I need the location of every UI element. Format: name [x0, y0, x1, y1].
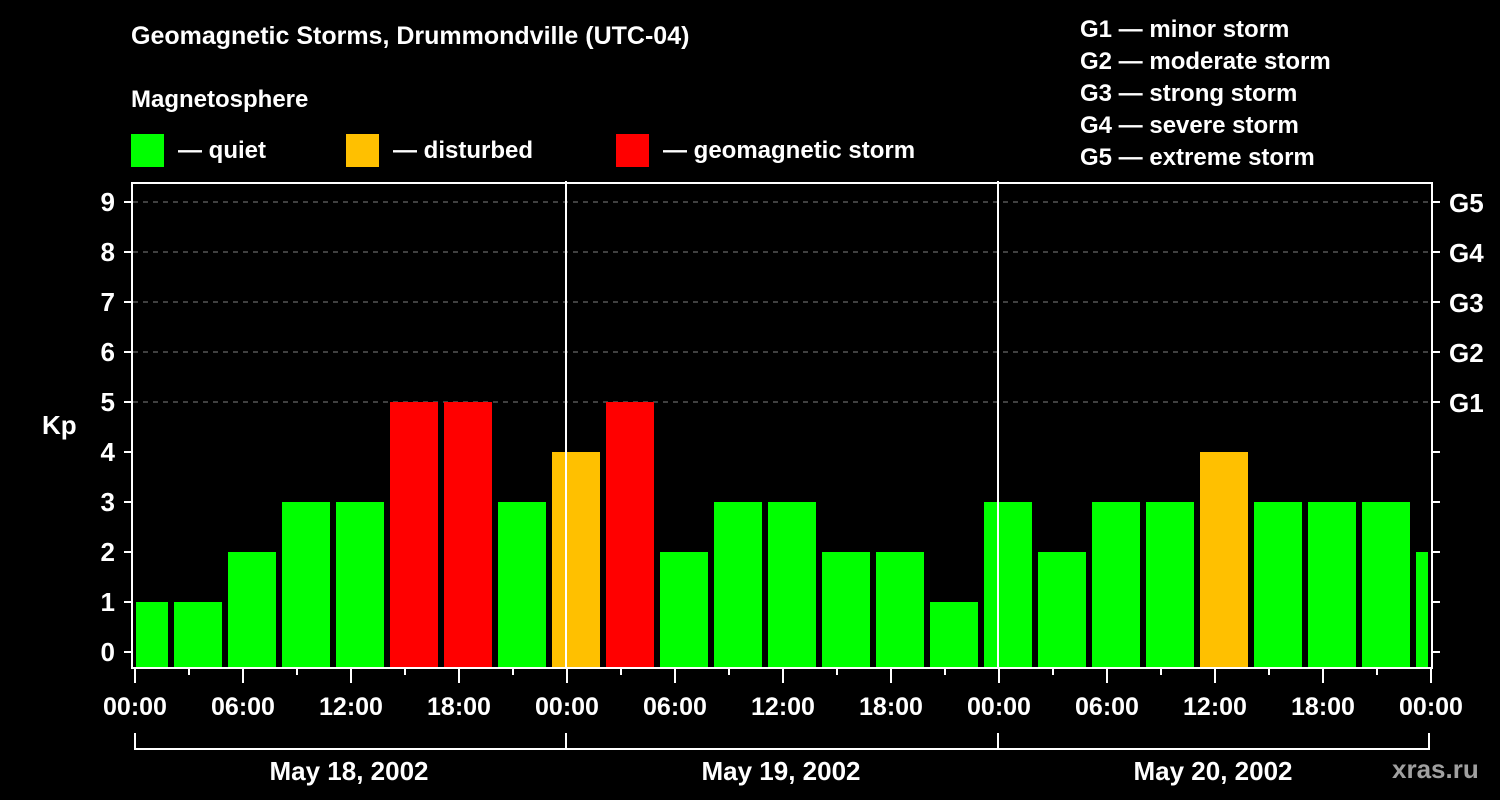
x-tick-label: 00:00: [1399, 693, 1463, 721]
kp-bar: [1038, 552, 1086, 667]
kp-bar: [822, 552, 870, 667]
kp-bar: [390, 402, 438, 667]
g-scale-item: G5 — extreme storm: [1080, 144, 1315, 171]
g-level-label: G5: [1449, 188, 1484, 218]
kp-bar: [1092, 502, 1140, 667]
g-scale-item: G2 — moderate storm: [1080, 48, 1331, 75]
x-tick-label: 18:00: [859, 693, 923, 721]
x-tick-label: 12:00: [751, 693, 815, 721]
x-tick-label: 12:00: [319, 693, 383, 721]
x-tick-label: 18:00: [427, 693, 491, 721]
kp-bar: [714, 502, 762, 667]
g-level-label: G2: [1449, 338, 1484, 368]
legend-label: — quiet: [178, 136, 266, 164]
watermark: xras.ru: [1392, 754, 1479, 784]
kp-bar: [174, 602, 222, 667]
y-tick-label: 7: [101, 287, 115, 317]
kp-bar: [228, 552, 276, 667]
kp-bar: [1254, 502, 1302, 667]
kp-bar: [984, 502, 1032, 667]
chart-title: Geomagnetic Storms, Drummondville (UTC-0…: [131, 22, 690, 50]
kp-bar: [552, 452, 600, 667]
g-scale-item: G4 — severe storm: [1080, 112, 1299, 139]
y-tick-label: 1: [101, 587, 115, 617]
legend-label: — disturbed: [393, 136, 534, 164]
legend-swatch-storm: [616, 134, 649, 167]
g-level-label: G1: [1449, 388, 1484, 418]
day-label: May 19, 2002: [701, 756, 860, 786]
x-tick-label: 00:00: [967, 693, 1031, 721]
g-scale-item: G3 — strong storm: [1080, 80, 1298, 107]
kp-bar: [282, 502, 330, 667]
y-tick-label: 9: [101, 187, 115, 217]
kp-bar: [768, 502, 816, 667]
x-tick-label: 06:00: [211, 693, 275, 721]
legend-swatch-disturbed: [346, 134, 379, 167]
legend-item-storm: — geomagnetic storm: [616, 134, 915, 167]
kp-bar: [1308, 502, 1356, 667]
kp-bar: [876, 552, 924, 667]
x-tick-label: 18:00: [1291, 693, 1355, 721]
g-level-label: G3: [1449, 288, 1484, 318]
g-level-label: G4: [1449, 238, 1484, 268]
legend-swatch-quiet: [131, 134, 164, 167]
y-tick-label: 6: [101, 337, 115, 367]
kp-bar: [1146, 502, 1194, 667]
legend-item-disturbed: — disturbed: [346, 134, 533, 167]
x-tick-label: 06:00: [643, 693, 707, 721]
y-tick-label: 4: [101, 437, 116, 467]
legend-item-quiet: — quiet: [131, 134, 266, 167]
x-tick-label: 00:00: [103, 693, 167, 721]
y-axis-label: Kp: [42, 410, 77, 440]
y-tick-label: 3: [101, 487, 115, 517]
y-tick-label: 5: [101, 387, 115, 417]
kp-bar: [1200, 452, 1248, 667]
kp-bar: [136, 602, 168, 667]
kp-bar: [606, 402, 654, 667]
legend-label: — geomagnetic storm: [663, 136, 916, 164]
x-tick-label: 12:00: [1183, 693, 1247, 721]
x-tick-label: 00:00: [535, 693, 599, 721]
g-scale-legend: G1 — minor storm G2 — moderate storm G3 …: [1080, 14, 1331, 174]
kp-bar: [444, 402, 492, 667]
x-tick-label: 06:00: [1075, 693, 1139, 721]
y-tick-label: 8: [101, 237, 115, 267]
day-label: May 20, 2002: [1133, 756, 1292, 786]
kp-bar: [930, 602, 978, 667]
y-tick-label: 0: [101, 637, 115, 667]
chart-subtitle: Magnetosphere: [131, 86, 309, 113]
kp-bar: [498, 502, 546, 667]
y-tick-label: 2: [101, 537, 115, 567]
kp-bar: [336, 502, 384, 667]
kp-bar: [1362, 502, 1410, 667]
g-scale-item: G1 — minor storm: [1080, 16, 1290, 43]
day-label: May 18, 2002: [269, 756, 428, 786]
kp-bar: [1416, 552, 1428, 667]
kp-bar: [660, 552, 708, 667]
